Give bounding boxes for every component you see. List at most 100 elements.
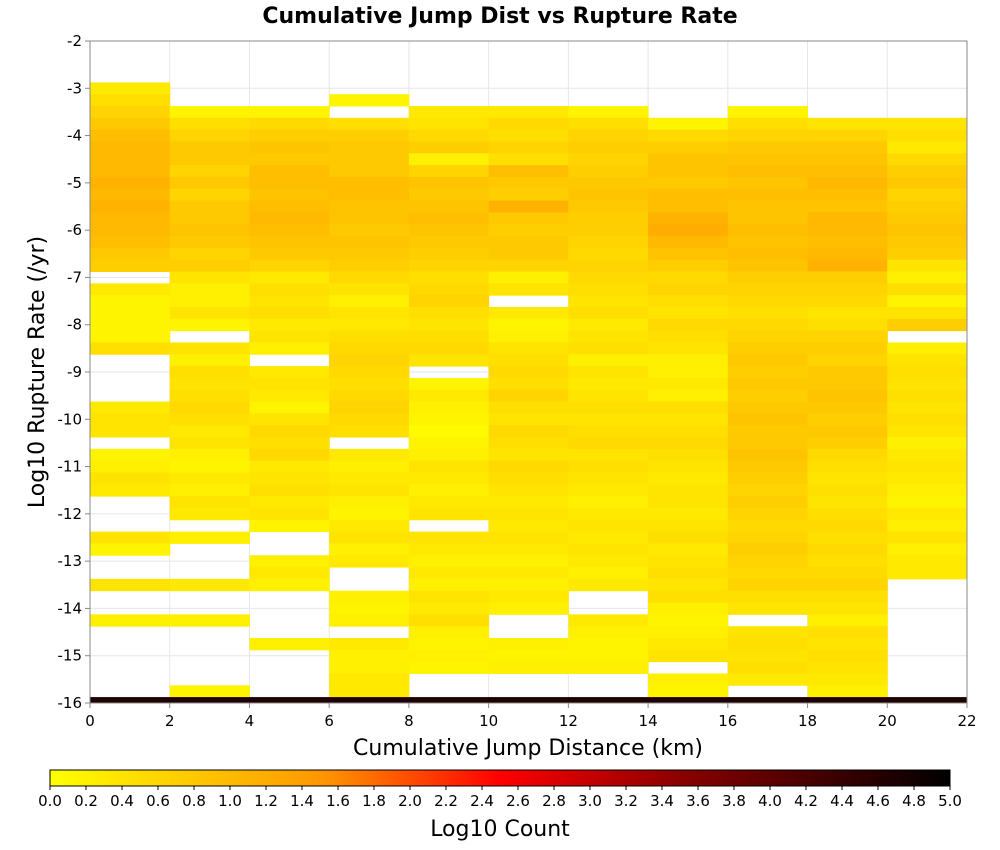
heatmap-cell <box>807 366 888 379</box>
heatmap-cell <box>488 224 569 237</box>
heatmap-cell <box>408 567 490 580</box>
heatmap-cell <box>90 578 171 592</box>
heatmap-cell <box>648 271 729 284</box>
heatmap-cell <box>408 153 490 166</box>
heatmap-cell <box>249 425 330 438</box>
heatmap-cell <box>249 460 330 473</box>
heatmap-cell <box>249 448 330 462</box>
heatmap-cell <box>329 602 410 615</box>
heatmap-cell <box>249 366 330 379</box>
heatmap-cell <box>727 484 809 497</box>
heatmap-cell <box>329 649 410 663</box>
heatmap-cell <box>568 354 649 367</box>
heatmap-cell <box>727 460 809 473</box>
heatmap-cell <box>249 519 330 533</box>
heatmap-cell <box>568 200 649 213</box>
heatmap-cell <box>329 342 410 355</box>
heatmap-cell <box>568 389 649 403</box>
heatmap-cell <box>648 448 729 462</box>
heatmap-cell <box>329 614 410 627</box>
heatmap-cell <box>807 484 888 497</box>
heatmap-cell <box>169 413 250 426</box>
heatmap-cell <box>568 496 649 509</box>
heatmap-cell <box>408 342 490 355</box>
heatmap-cell <box>488 236 569 249</box>
heatmap-cell <box>249 224 330 237</box>
heatmap-cell <box>648 295 729 308</box>
heatmap-cell <box>568 578 649 592</box>
heatmap-cell <box>887 519 968 533</box>
heatmap-cell <box>169 247 250 261</box>
heatmap-cell <box>169 295 250 308</box>
heatmap-cell <box>329 117 410 131</box>
heatmap-cell <box>408 626 490 639</box>
heatmap-cell <box>329 413 410 426</box>
heatmap-cell <box>329 330 410 343</box>
heatmap-cell <box>90 129 171 142</box>
heatmap-cell <box>408 637 490 651</box>
heatmap-cell <box>648 330 729 343</box>
heatmap-cell <box>807 578 888 592</box>
heatmap-cell <box>329 318 410 332</box>
x-tick-label: 16 <box>718 712 737 730</box>
heatmap-cell <box>727 295 809 308</box>
heatmap-cell <box>807 531 888 544</box>
heatmap-cell <box>329 555 410 568</box>
heatmap-cell <box>568 377 649 391</box>
heatmap-cell <box>887 117 968 131</box>
heatmap-cell <box>169 176 250 190</box>
y-tick-label: -11 <box>58 458 83 476</box>
heatmap-cell <box>648 507 729 521</box>
heatmap-cell <box>169 306 250 320</box>
heatmap-cell <box>488 318 569 332</box>
heatmap-cell <box>648 614 729 627</box>
heatmap-cell <box>249 129 330 142</box>
heatmap-cell <box>648 413 729 426</box>
heatmap-cell <box>807 401 888 414</box>
heatmap-cell <box>807 389 888 403</box>
heatmap-cell <box>727 389 809 403</box>
heatmap-cell <box>169 283 250 296</box>
heatmap-cell <box>807 247 888 261</box>
heatmap-cell <box>249 306 330 320</box>
heatmap-cell <box>488 141 569 154</box>
heatmap-cell <box>329 460 410 473</box>
y-tick-label: -16 <box>58 694 83 712</box>
heatmap-cell <box>807 141 888 154</box>
heatmap-cell <box>648 496 729 509</box>
heatmap-cell <box>568 637 649 651</box>
heatmap-cell <box>727 342 809 355</box>
heatmap-cell <box>568 626 649 639</box>
colorbar-tick-label: 4.2 <box>794 792 818 810</box>
heatmap-cell <box>249 153 330 166</box>
x-tick-label: 12 <box>559 712 578 730</box>
heatmap-cell <box>488 496 569 509</box>
heatmap-cell <box>727 673 809 686</box>
heatmap-cell <box>249 176 330 190</box>
heatmap-cell <box>807 460 888 473</box>
y-tick-label: -2 <box>67 32 82 50</box>
heatmap-cell <box>727 519 809 533</box>
heatmap-cell <box>329 283 410 296</box>
heatmap-cell <box>648 425 729 438</box>
heatmap-cell <box>90 472 171 485</box>
heatmap-cell <box>727 531 809 544</box>
heatmap-cell <box>408 212 490 225</box>
heatmap-cell <box>887 212 968 225</box>
heatmap-cell <box>90 283 171 296</box>
heatmap-cell <box>727 472 809 485</box>
heatmap-cell <box>807 200 888 213</box>
heatmap-cell <box>568 661 649 674</box>
colorbar-tick-label: 0.6 <box>146 792 170 810</box>
heatmap-cell <box>648 626 729 639</box>
heatmap-cell <box>169 685 250 698</box>
heatmap-cell <box>169 448 250 462</box>
heatmap-cell <box>807 661 888 674</box>
heatmap-cell <box>727 555 809 568</box>
heatmap-cell <box>568 165 649 178</box>
heatmap-cell <box>568 283 649 296</box>
heatmap-cell <box>90 614 171 627</box>
heatmap-cell <box>408 129 490 142</box>
heatmap-cell <box>727 401 809 414</box>
heatmap-cell <box>727 259 809 273</box>
